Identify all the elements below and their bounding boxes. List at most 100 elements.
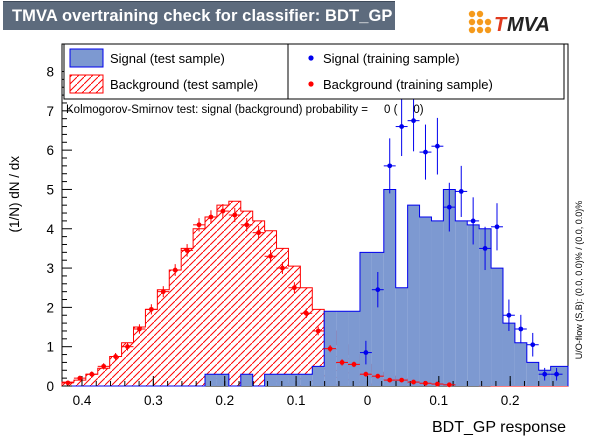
x-tick-label: 0 — [364, 393, 372, 408]
background-training-point — [160, 289, 166, 295]
background-training-point — [446, 382, 452, 388]
signal-test-histogram-bar — [383, 189, 396, 386]
y-axis-label: (1/N) dN / dx — [7, 156, 22, 233]
background-test-histogram-bar — [145, 309, 158, 386]
background-training-point — [172, 267, 178, 273]
background-test-histogram-bar — [121, 342, 134, 386]
overflow-note: U/O-flow (S,B): (0.0, 0.0)% / (0.0, 0.0)… — [574, 201, 584, 360]
legend-background-test-label: Background (test sample) — [110, 77, 258, 92]
x-tick-label: 0.2 — [215, 393, 234, 408]
background-test-histogram-bar — [312, 309, 325, 386]
background-test-histogram-bar — [216, 205, 229, 386]
background-training-point — [363, 371, 369, 377]
legend-signal-test-marker — [69, 48, 104, 68]
signal-test-histogram-bar — [348, 311, 360, 386]
background-test-histogram-bar — [85, 374, 98, 386]
ks-test-annotation: Kolmogorov-Smirnov test: signal (backgro… — [66, 104, 424, 116]
background-training-point — [184, 247, 190, 253]
background-training-point — [268, 253, 273, 259]
legend-background-test-marker — [69, 74, 104, 94]
background-training-point — [208, 214, 214, 220]
signal-training-point — [399, 124, 405, 129]
background-test-histogram-bar — [157, 289, 170, 386]
title-box: TMVA overtraining check for classifier: … — [3, 1, 395, 30]
background-test-histogram-bar — [240, 211, 253, 386]
x-tick-label: 0.2 — [501, 393, 520, 408]
signal-training-point — [530, 342, 536, 348]
signal-test-histogram-bar — [514, 342, 527, 386]
background-training-point — [148, 306, 154, 312]
signal-training-point — [506, 312, 512, 318]
signal-test-histogram-bar — [502, 323, 515, 386]
background-test-histogram-bar — [193, 228, 206, 386]
background-test-histogram-bar — [73, 380, 86, 386]
legend-signal-train-label: Signal (training sample) — [323, 51, 460, 66]
y-tick-label: 4 — [46, 222, 54, 237]
y-tick-label: 2 — [46, 300, 54, 315]
x-tick-label: 0.3 — [144, 393, 163, 408]
logo-text: MVA — [507, 14, 550, 36]
signal-test-histogram-bar — [467, 224, 480, 386]
background-test-histogram-bar — [300, 287, 313, 386]
background-training-point — [387, 377, 393, 383]
signal-training-point — [458, 189, 464, 194]
signal-test-histogram-bar — [216, 374, 229, 386]
legend-signal-test-label: Signal (test sample) — [110, 51, 225, 66]
signal-training-point — [423, 149, 428, 155]
legend-background-train-marker — [308, 81, 314, 87]
signal-training-point — [411, 118, 416, 124]
signal-test-histogram-bar — [264, 374, 277, 386]
signal-training-point — [387, 163, 393, 169]
chart-title: TMVA overtraining check for classifier: … — [12, 6, 393, 25]
signal-training-point — [446, 204, 452, 210]
signal-test-histogram-bar — [288, 374, 301, 386]
x-tick-label: 0.4 — [73, 393, 92, 408]
signal-training-point — [482, 246, 488, 251]
background-training-point — [220, 208, 226, 214]
background-training-point — [351, 361, 357, 367]
background-training-point — [411, 379, 416, 385]
signal-training-point — [470, 218, 476, 224]
signal-test-histogram-bar — [455, 220, 468, 386]
signal-test-histogram-bar — [240, 374, 253, 386]
background-test-histogram-bar — [252, 220, 265, 386]
x-axis-label: BDT_GP response — [432, 419, 566, 436]
signal-test-histogram-bar — [550, 366, 568, 386]
background-training-point — [291, 285, 297, 291]
background-test-histogram-bar — [97, 368, 110, 386]
signal-test-histogram-bar — [205, 374, 217, 386]
background-training-point — [137, 326, 142, 332]
signal-test-histogram-bar — [312, 366, 325, 386]
legend-right — [287, 43, 565, 100]
background-test-histogram-bar — [109, 356, 122, 386]
background-training-point — [315, 328, 321, 334]
background-training-point — [280, 265, 285, 271]
signal-test-histogram-bar — [431, 220, 444, 386]
background-training-point — [125, 344, 130, 350]
background-training-point — [434, 381, 440, 387]
signal-test-histogram-bar — [526, 362, 539, 386]
signal-training-point — [554, 371, 559, 377]
y-tick-label: 6 — [46, 143, 54, 158]
tmva-logo: T MVA — [466, 6, 566, 36]
background-training-point — [375, 373, 381, 379]
signal-test-histogram-outline — [62, 188, 569, 387]
y-tick-label: 8 — [46, 65, 54, 80]
legend-signal-train-marker — [308, 55, 314, 61]
background-test-histogram-bar — [276, 248, 289, 386]
x-tick-label: 0.1 — [429, 393, 448, 408]
signal-training-point — [542, 371, 548, 377]
signal-training-point — [494, 224, 500, 230]
background-training-point — [65, 380, 71, 386]
background-test-histogram-bar — [264, 230, 277, 386]
background-training-point — [327, 346, 333, 352]
signal-test-histogram-bar — [443, 189, 456, 386]
signal-test-histogram-bar — [336, 311, 349, 386]
y-tick-label: 0 — [46, 379, 54, 394]
background-training-point — [113, 354, 118, 359]
background-training-point — [423, 380, 428, 386]
background-training-point — [89, 371, 95, 377]
background-test-histogram-bar — [228, 201, 241, 386]
x-tick-label: 0.1 — [287, 393, 306, 408]
background-training-point — [244, 222, 250, 228]
